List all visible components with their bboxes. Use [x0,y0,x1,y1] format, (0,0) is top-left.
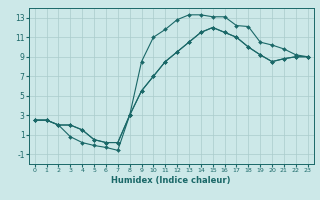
X-axis label: Humidex (Indice chaleur): Humidex (Indice chaleur) [111,176,231,185]
